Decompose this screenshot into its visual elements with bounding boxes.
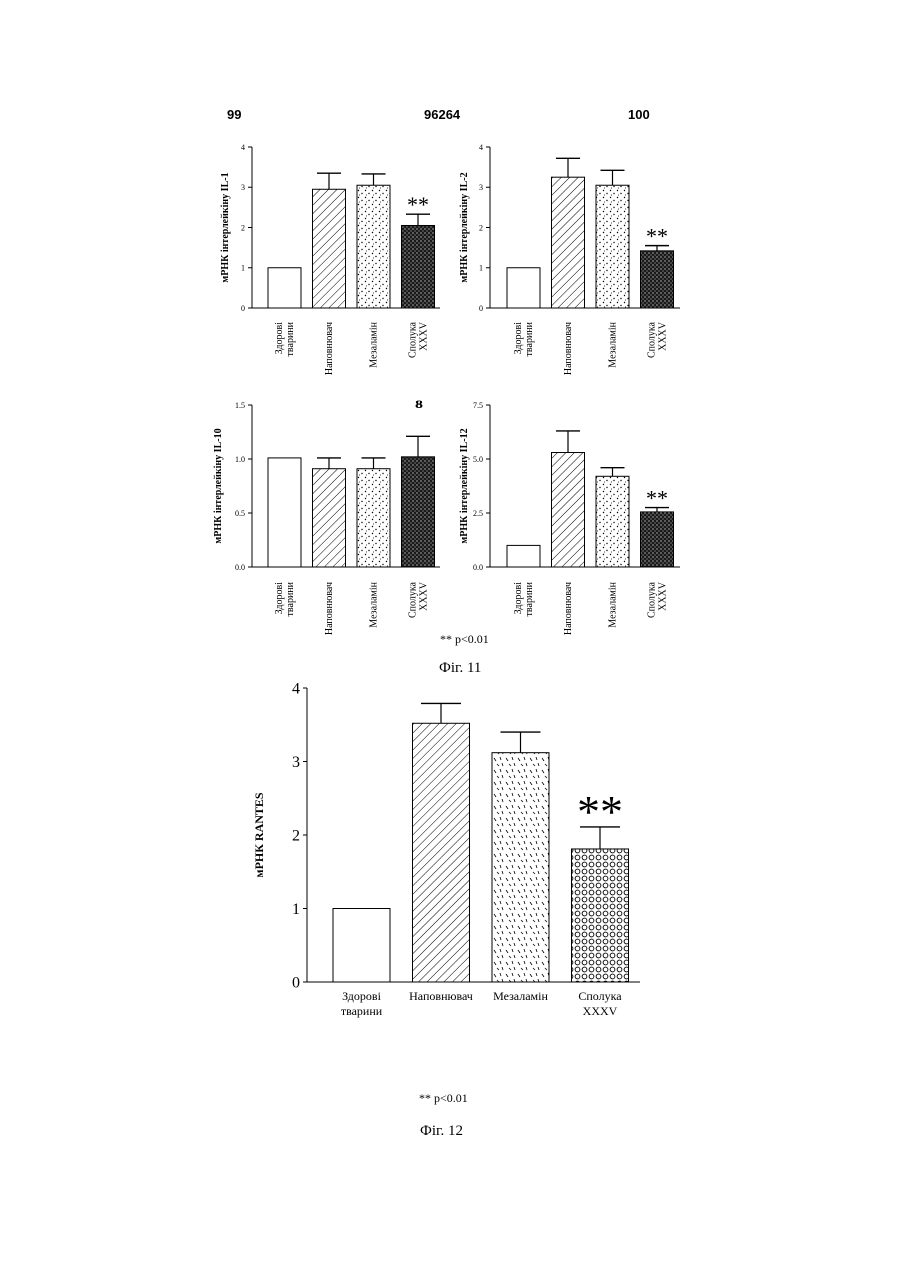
category-label: Мезаламін [368,581,379,627]
category-label: Сполука [646,321,657,358]
y-tick-label: 0.0 [235,563,245,572]
y-tick-label: 1.0 [235,455,245,464]
category-label: тварини [524,581,535,616]
category-label: Здорові [274,582,285,615]
significance-label: ** [646,224,668,249]
y-tick-label: 0.5 [235,509,245,518]
fig11-caption: Фіг. 11 [439,660,481,677]
fig12-caption: Фіг. 12 [420,1123,463,1140]
category-label: тварини [285,581,296,616]
category-label: Сполука [646,581,657,618]
y-tick-label: 0 [292,975,300,992]
bar-3 [596,185,629,308]
bar-3 [357,469,390,567]
bar-1 [333,909,390,983]
bar-1 [507,545,540,567]
y-tick-label: 1 [292,901,300,918]
category-label: XXXV [657,321,668,351]
category-label: тварини [285,321,296,356]
y-tick-label: 1 [479,264,483,273]
category-label: Мезаламін [607,321,618,367]
chart-il1: 0 1 2 3 4 мРНК інтерлейкіну IL-1 Здоровітварин… [220,143,440,375]
category-label: Здорові [513,582,524,615]
category-label: Здорові [342,989,381,1003]
bar-2 [313,189,346,308]
y-tick-label: 2.5 [473,509,483,518]
category-label: Мезаламін [493,989,548,1003]
y-tick-label: 0 [241,304,245,313]
category-label: Наповнювач [563,582,574,635]
fig12-footnote: ** p<0.01 [419,1091,468,1106]
y-tick-label: 3 [479,183,483,192]
y-axis-label: мРНК RANTES [252,792,266,878]
bar-4 [402,457,435,567]
y-tick-label: 2 [479,223,483,232]
y-tick-label: 7.5 [473,401,483,410]
category-label: Наповнювач [324,322,335,375]
category-label: XXXV [418,321,429,351]
category-label: XXXV [657,581,668,611]
y-axis-label: мРНК інтерлейкіну IL-1 [220,172,231,282]
category-label: Сполука [407,321,418,358]
bar-2 [313,469,346,567]
y-tick-label: 1.5 [235,401,245,410]
fig11-footnote: ** p<0.01 [440,632,489,647]
category-label: Мезаламін [368,321,379,367]
chart-il10: 0.0 0.5 1.0 1.5 мРНК інтерлейкіну IL-10 Здоро… [213,401,440,635]
chart-rantes: 0 1 2 3 4 мРНК RANTES Здоровітварини Наповнювач… [252,681,640,1018]
chart-il2: 0 1 2 3 4 мРНК інтерлейкіну IL-2 Здоровітварин… [459,143,680,375]
category-label: тварини [524,321,535,356]
y-tick-label: 3 [292,754,300,771]
category-label: Сполука [578,989,622,1003]
category-label: Здорові [274,322,285,355]
bar-2 [552,177,585,308]
category-label: Мезаламін [607,581,618,627]
y-tick-label: 1 [241,264,245,273]
category-label: XXXV [583,1004,618,1018]
significance-label: ** [407,192,429,217]
significance-label: ** [577,786,623,837]
category-label: Наповнювач [409,989,473,1003]
y-tick-label: 0.0 [473,563,483,572]
y-tick-label: 4 [479,143,483,152]
bar-3 [357,185,390,308]
category-label: Наповнювач [324,582,335,635]
y-tick-label: 3 [241,183,245,192]
bar-4 [572,849,629,982]
y-tick-label: 0 [479,304,483,313]
category-label: Наповнювач [563,322,574,375]
y-axis-label: мРНК інтерлейкіну IL-10 [213,428,224,543]
y-tick-label: 4 [241,143,245,152]
chart-il12: 0.0 2.5 5.0 7.5 мРНК інтерлейкіну IL-12 Здоро… [459,401,680,635]
y-axis-label: мРНК інтерлейкіну IL-2 [459,172,470,282]
bar-3 [492,753,549,982]
bar-2 [552,453,585,567]
bar-4 [641,251,674,308]
category-label: Здорові [513,322,524,355]
y-axis-label: мРНК інтерлейкіну IL-12 [459,428,470,543]
stray-mark: ᴕ [415,395,423,413]
bar-1 [268,458,301,567]
y-tick-label: 2 [292,828,300,845]
category-label: тварини [341,1004,383,1018]
bar-1 [268,268,301,308]
bar-4 [402,225,435,308]
category-label: XXXV [418,581,429,611]
category-label: Сполука [407,581,418,618]
y-tick-label: 4 [292,681,300,698]
bar-4 [641,512,674,567]
y-tick-label: 2 [241,223,245,232]
y-tick-label: 5.0 [473,455,483,464]
significance-label: ** [646,486,668,511]
bar-3 [596,476,629,567]
bar-2 [413,723,470,982]
bar-1 [507,268,540,308]
